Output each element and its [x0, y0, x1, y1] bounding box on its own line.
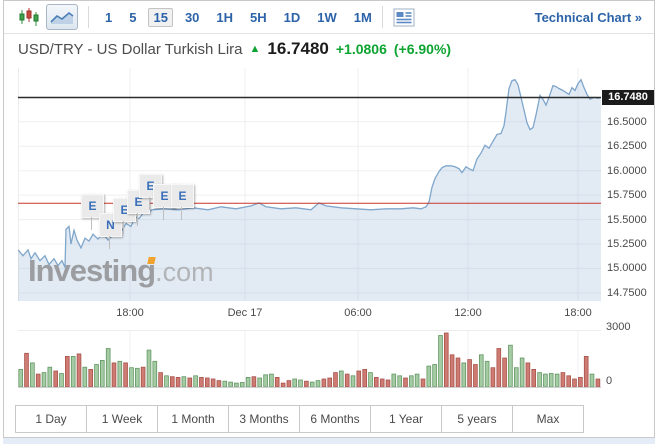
toolbar-divider [381, 6, 383, 28]
instrument-title: USD/TRY - US Dollar Turkish Lira [18, 41, 243, 58]
news-panel-icon[interactable] [393, 8, 415, 27]
flag-stem [181, 207, 182, 220]
price-tick-label: 15.7500 [607, 189, 647, 201]
range-1-week[interactable]: 1 Week [87, 406, 158, 432]
current-price-badge: 16.7480 [602, 90, 654, 105]
flag-stem [163, 207, 164, 220]
range-5-years[interactable]: 5 years [442, 406, 513, 432]
interval-5h[interactable]: 5H [250, 9, 267, 25]
price-tick-label: 16.0000 [607, 165, 647, 177]
candlestick-chart-icon[interactable] [18, 6, 40, 28]
range-selector: 1 Day 1 Week 1 Month 3 Months 6 Months 1 Year… [15, 405, 584, 433]
time-tick-label: 18:00 [116, 307, 144, 319]
range-1-month[interactable]: 1 Month [158, 406, 229, 432]
chart-widget: 1 5 15 30 1H 5H 1D 1W 1M Technical Chart » USD/T… [3, 0, 655, 438]
volume-tick-label: 3000 [606, 321, 631, 333]
range-1-year[interactable]: 1 Year [371, 406, 442, 432]
logo-text: Investing [28, 253, 156, 288]
price-change: +1.0806 [335, 41, 387, 57]
flag-stem [149, 197, 150, 210]
interval-1[interactable]: 1 [105, 9, 113, 25]
plot-left-border [18, 68, 19, 301]
technical-chart-link[interactable]: Technical Chart » [534, 9, 642, 25]
instrument-header: USD/TRY - US Dollar Turkish Lira ▲ 16.74… [18, 39, 451, 59]
interval-30[interactable]: 30 [184, 9, 200, 25]
area-glyph [50, 11, 74, 24]
last-price: 16.7480 [267, 39, 329, 58]
price-tick-label: 16.5000 [607, 116, 647, 128]
range-3-months[interactable]: 3 Months [229, 406, 300, 432]
flag-stem [123, 221, 124, 234]
interval-1m[interactable]: 1M [353, 9, 372, 25]
toolbar-divider [88, 6, 89, 28]
interval-15[interactable]: 15 [148, 7, 173, 27]
interval-selector: 1 5 15 30 1H 5H 1D 1W 1M [105, 7, 372, 27]
time-tick-label: 12:00 [454, 307, 482, 319]
interval-5[interactable]: 5 [129, 9, 137, 25]
investing-logo: Investing.com [28, 253, 214, 290]
flag-stem [91, 217, 92, 230]
flag-stem [109, 236, 110, 249]
interval-1w[interactable]: 1W [317, 9, 337, 25]
price-tick-label: 15.2500 [607, 238, 647, 250]
candlestick-glyph [19, 8, 39, 26]
price-up-icon: ▲ [249, 43, 261, 55]
range-1-day[interactable]: 1 Day [16, 406, 87, 432]
range-max[interactable]: Max [513, 406, 583, 432]
price-tick-label: 16.2500 [607, 140, 647, 152]
price-chart-plot[interactable] [18, 68, 601, 301]
event-flag-e[interactable]: E [171, 184, 194, 220]
event-flag-e[interactable]: E [81, 194, 104, 230]
logo-suffix: .com [155, 257, 214, 287]
price-tick-label: 15.0000 [607, 262, 647, 274]
interval-1h[interactable]: 1H [216, 9, 234, 25]
bottom-accent-strip [3, 438, 655, 444]
time-tick-label: 18:00 [564, 307, 592, 319]
price-line [18, 78, 601, 268]
news-glyph [393, 8, 415, 26]
price-tick-label: 14.7500 [607, 287, 647, 299]
area-chart-icon[interactable] [46, 4, 78, 30]
time-tick-label: 06:00 [344, 307, 372, 319]
price-change-percent: (+6.90%) [393, 41, 452, 57]
volume-tick-label: 0 [606, 375, 613, 387]
volume-plot[interactable] [18, 330, 601, 388]
chart-toolbar: 1 5 15 30 1H 5H 1D 1W 1M Technical Chart » [4, 1, 654, 34]
time-tick-label: Dec 17 [227, 307, 263, 319]
price-area-fill [18, 79, 601, 301]
flag-stem [137, 213, 138, 226]
interval-1d[interactable]: 1D [283, 9, 301, 25]
logo-orange-dot-icon [147, 257, 156, 264]
price-tick-label: 15.5000 [607, 214, 647, 226]
range-6-months[interactable]: 6 Months [300, 406, 371, 432]
